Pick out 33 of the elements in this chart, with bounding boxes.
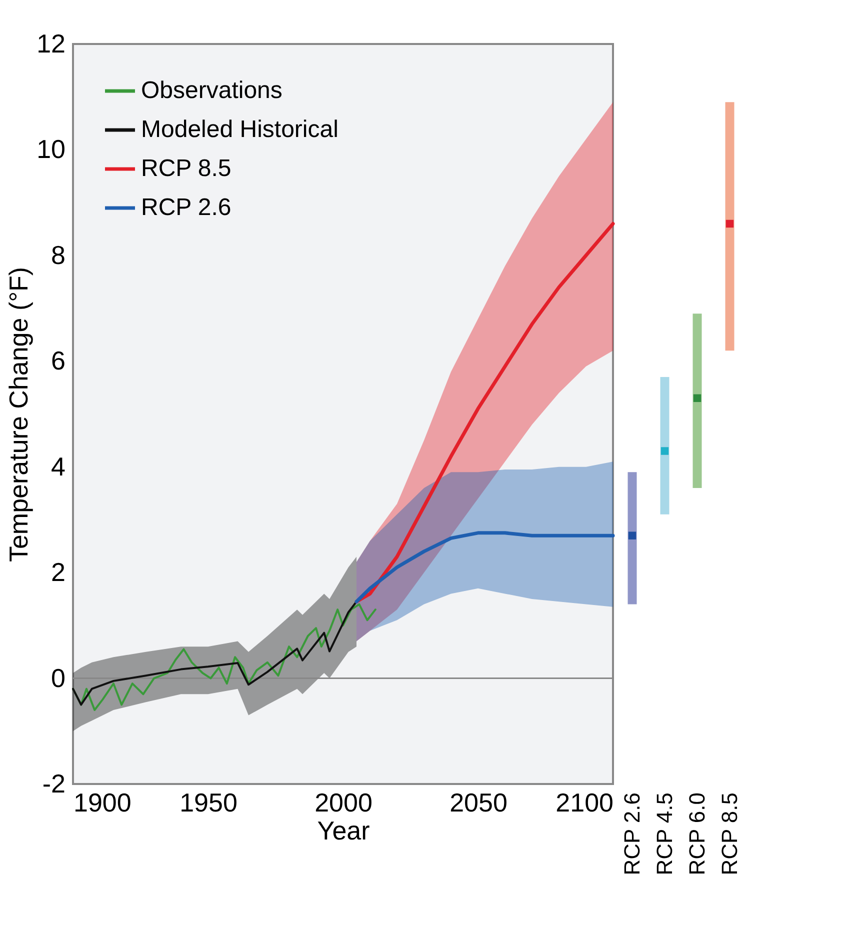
y-tick-label: 0 [51, 662, 66, 693]
y-tick-label: 12 [36, 28, 66, 58]
legend-label: RCP 2.6 [141, 194, 232, 221]
y-tick-label: 6 [51, 346, 66, 376]
x-tick-label: RCP 4.5 [652, 792, 677, 876]
y-tick-label: 8 [51, 240, 66, 270]
legend-label: RCP 8.5 [141, 155, 232, 182]
y-tick-label: -2 [42, 768, 66, 798]
x-tick-label: 2100 [556, 788, 614, 818]
bar [628, 472, 637, 604]
y-tick-label: 10 [36, 134, 66, 164]
bar [660, 377, 670, 514]
point [693, 394, 702, 402]
line-series [354, 531, 615, 604]
x-tick-label: RCP 8.5 [716, 792, 742, 876]
x-tick-label: RCP 2.6 [619, 792, 644, 876]
point [660, 447, 669, 455]
x-tick-label: 1900 [74, 788, 132, 818]
y-tick-label: 2 [51, 557, 66, 588]
y-axis-title: Temperature Change (°F) [4, 266, 34, 562]
bar [692, 314, 702, 488]
x-tick-label: 2000 [314, 788, 372, 818]
x-axis-title: Year [317, 816, 370, 846]
line-series [354, 222, 615, 604]
x-tick-label: RCP 6.0 [684, 792, 710, 876]
point [628, 532, 636, 540]
legend-label: Observations [141, 77, 282, 104]
y-tick-label: 4 [51, 451, 66, 482]
bar [725, 102, 734, 351]
x-tick-label: 2050 [450, 788, 508, 818]
x-tick-label: 1950 [180, 788, 238, 818]
legend-label: Modeled Historical [141, 116, 338, 143]
point [726, 220, 734, 228]
